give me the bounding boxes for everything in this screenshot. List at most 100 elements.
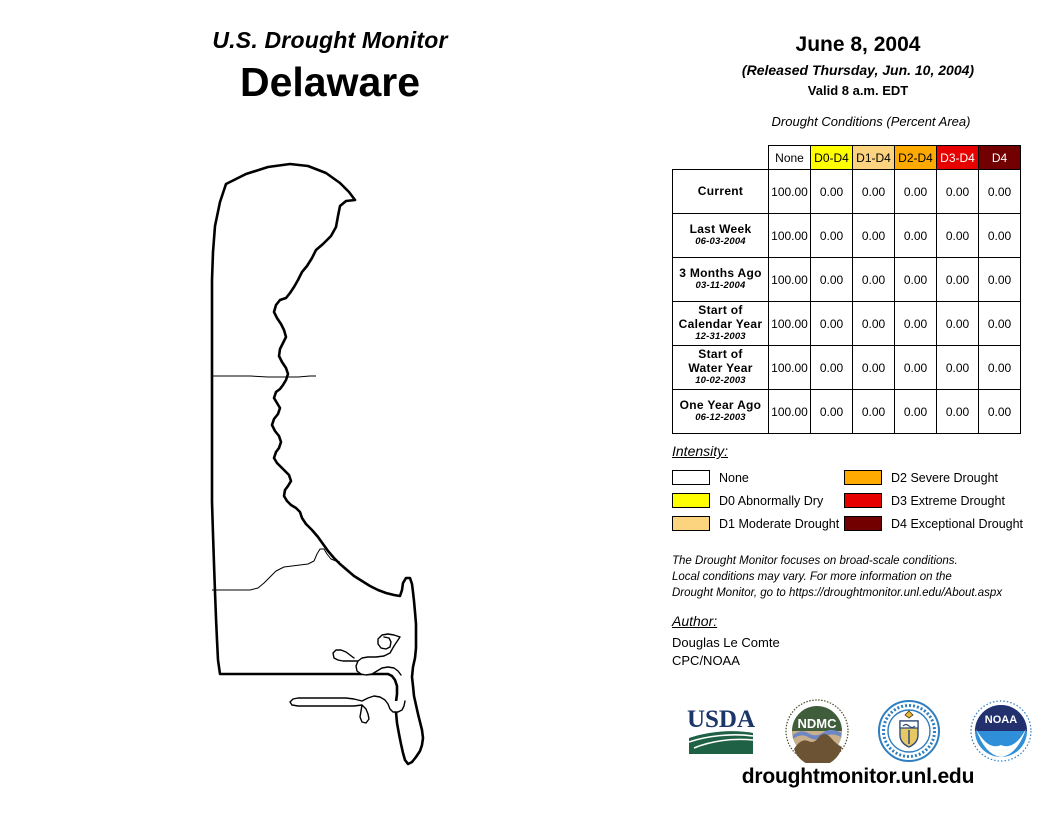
cell-d3-d4: 0.00 <box>936 389 979 434</box>
row-label-start-of-calendar-year: Start of Calendar Year 12-31-2003 <box>672 301 769 346</box>
state-boundary-path <box>210 162 425 766</box>
cell-d1-d4: 0.00 <box>852 213 895 258</box>
legend-label: D4 Exceptional Drought <box>891 516 1024 531</box>
legend-label: D3 Extreme Drought <box>891 493 1005 508</box>
intensity-legend: Intensity: None D2 Severe Drought D0 Abn… <box>672 443 1044 535</box>
right-panel: June 8, 2004 (Released Thursday, Jun. 10… <box>660 0 1056 816</box>
disclaimer-text: The Drought Monitor focuses on broad-sca… <box>672 554 1052 602</box>
row-name: 3 Months Ago <box>679 265 762 280</box>
column-header-d3-d4: D3-D4 <box>936 145 979 170</box>
cell-d2-d4: 0.00 <box>894 213 937 258</box>
cell-none: 100.00 <box>768 389 811 434</box>
ndmc-mountains <box>794 734 842 763</box>
usda-wordmark: USDA <box>687 706 755 733</box>
disclaimer-line-1: The Drought Monitor focuses on broad-sca… <box>672 555 958 567</box>
row-name: Start of Water Year <box>688 346 753 375</box>
cell-d0-d4: 0.00 <box>810 345 853 390</box>
ndmc-logo[interactable]: NDMC <box>785 699 849 763</box>
released-line: (Released Thursday, Jun. 10, 2004) <box>741 62 975 79</box>
page-title: U.S. Drought Monitor <box>212 27 448 53</box>
noaa-upper-half <box>975 705 1027 731</box>
site-url[interactable]: droughtmonitor.unl.edu <box>741 765 975 788</box>
logo-row: USDA NDMC <box>664 692 1054 770</box>
row-label-last-week: Last Week 06-03-2004 <box>672 213 769 258</box>
row-date: 03-11-2004 <box>695 280 746 292</box>
row-name: Start of Calendar Year <box>678 302 763 331</box>
table-row: Last Week 06-03-2004 100.00 0.00 0.00 0.… <box>672 213 1021 258</box>
table-row: Start of Calendar Year 12-31-2003 100.00 … <box>672 301 1021 346</box>
cell-d1-d4: 0.00 <box>852 169 895 214</box>
inland-bays <box>289 633 406 724</box>
cell-d1-d4: 0.00 <box>852 389 895 434</box>
column-header-d1-d4: D1-D4 <box>852 145 895 170</box>
cell-none: 100.00 <box>768 213 811 258</box>
cell-d0-d4: 0.00 <box>810 389 853 434</box>
row-label-start-of-water-year: Start of Water Year 10-02-2003 <box>672 345 769 390</box>
cell-d1-d4: 0.00 <box>852 301 895 346</box>
table-row: One Year Ago 06-12-2003 100.00 0.00 0.00… <box>672 389 1021 434</box>
usda-contour-line-1 <box>688 734 754 743</box>
valid-line: Valid 8 a.m. EDT <box>807 83 909 99</box>
column-header-none: None <box>768 145 811 170</box>
column-header-d2-d4: D2-D4 <box>894 145 937 170</box>
cell-d4: 0.00 <box>978 389 1021 434</box>
cell-d2-d4: 0.00 <box>894 257 937 302</box>
noaa-outer-ring <box>970 700 1032 762</box>
cell-d1-d4: 0.00 <box>852 257 895 302</box>
noaa-logo[interactable]: NOAA <box>969 699 1033 763</box>
cell-none: 100.00 <box>768 169 811 214</box>
table-row: Start of Water Year 10-02-2003 100.00 0.0… <box>672 345 1021 390</box>
row-label-3-months-ago: 3 Months Ago 03-11-2004 <box>672 257 769 302</box>
row-date: 06-03-2004 <box>695 236 746 248</box>
release-date: June 8, 2004 <box>795 33 921 56</box>
usdc-eagle <box>904 710 914 719</box>
cell-none: 100.00 <box>768 257 811 302</box>
table-row: Current 100.00 0.00 0.00 0.00 0.00 0.00 <box>672 169 1021 214</box>
table-corner-blank <box>673 146 769 170</box>
cell-none: 100.00 <box>768 345 811 390</box>
legend-item-d4: D4 Exceptional Drought <box>844 516 1044 531</box>
swatch-d0-icon <box>672 493 710 508</box>
legend-item-d3: D3 Extreme Drought <box>844 493 1044 508</box>
legend-label: D1 Moderate Drought <box>719 516 840 531</box>
disclaimer-line-3: Drought Monitor, go to https://droughtmo… <box>672 586 1003 599</box>
state-title: Delaware <box>239 59 421 106</box>
legend-label: None <box>719 470 749 485</box>
cell-d2-d4: 0.00 <box>894 169 937 214</box>
noaa-wordmark: NOAA <box>985 714 1017 726</box>
swatch-d4-icon <box>844 516 882 531</box>
cell-d4: 0.00 <box>978 213 1021 258</box>
usdc-seal-icon[interactable] <box>877 699 941 763</box>
legend-item-d2: D2 Severe Drought <box>844 470 1044 485</box>
cell-d4: 0.00 <box>978 301 1021 346</box>
title-block: U.S. Drought Monitor Delaware <box>0 27 660 106</box>
row-label-current: Current <box>672 169 769 214</box>
cell-d1-d4: 0.00 <box>852 345 895 390</box>
ndmc-river <box>793 729 841 740</box>
legend-item-d0: D0 Abnormally Dry <box>672 493 844 508</box>
author-affiliation: CPC/NOAA <box>672 653 740 669</box>
cell-none: 100.00 <box>768 301 811 346</box>
cell-d0-d4: 0.00 <box>810 257 853 302</box>
author-block: Author: Douglas Le Comte CPC/NOAA <box>672 613 972 671</box>
row-label-one-year-ago: One Year Ago 06-12-2003 <box>672 389 769 434</box>
swatch-d1-icon <box>672 516 710 531</box>
delaware-state-outline <box>210 162 425 766</box>
intensity-heading: Intensity: <box>672 443 729 459</box>
county-boundary-new-castle <box>212 375 316 378</box>
ndmc-wordmark: NDMC <box>798 716 838 731</box>
row-name: One Year Ago <box>679 397 762 412</box>
cell-d0-d4: 0.00 <box>810 213 853 258</box>
swatch-none-icon <box>672 470 710 485</box>
date-block: June 8, 2004 (Released Thursday, Jun. 10… <box>660 0 1056 98</box>
county-boundary-kent-sussex <box>212 548 341 591</box>
usdc-ship-wave <box>902 723 916 729</box>
legend-label: D0 Abnormally Dry <box>719 493 824 508</box>
row-name: Current <box>697 183 744 198</box>
drought-conditions-table: None D0-D4 D1-D4 D2-D4 D3-D4 D4 Current … <box>672 145 1021 434</box>
author-name: Douglas Le Comte <box>672 635 780 650</box>
table-row: 3 Months Ago 03-11-2004 100.00 0.00 0.00… <box>672 257 1021 302</box>
row-name: Last Week <box>689 221 752 236</box>
delaware-map[interactable] <box>150 140 550 800</box>
usda-logo[interactable]: USDA <box>685 702 757 760</box>
